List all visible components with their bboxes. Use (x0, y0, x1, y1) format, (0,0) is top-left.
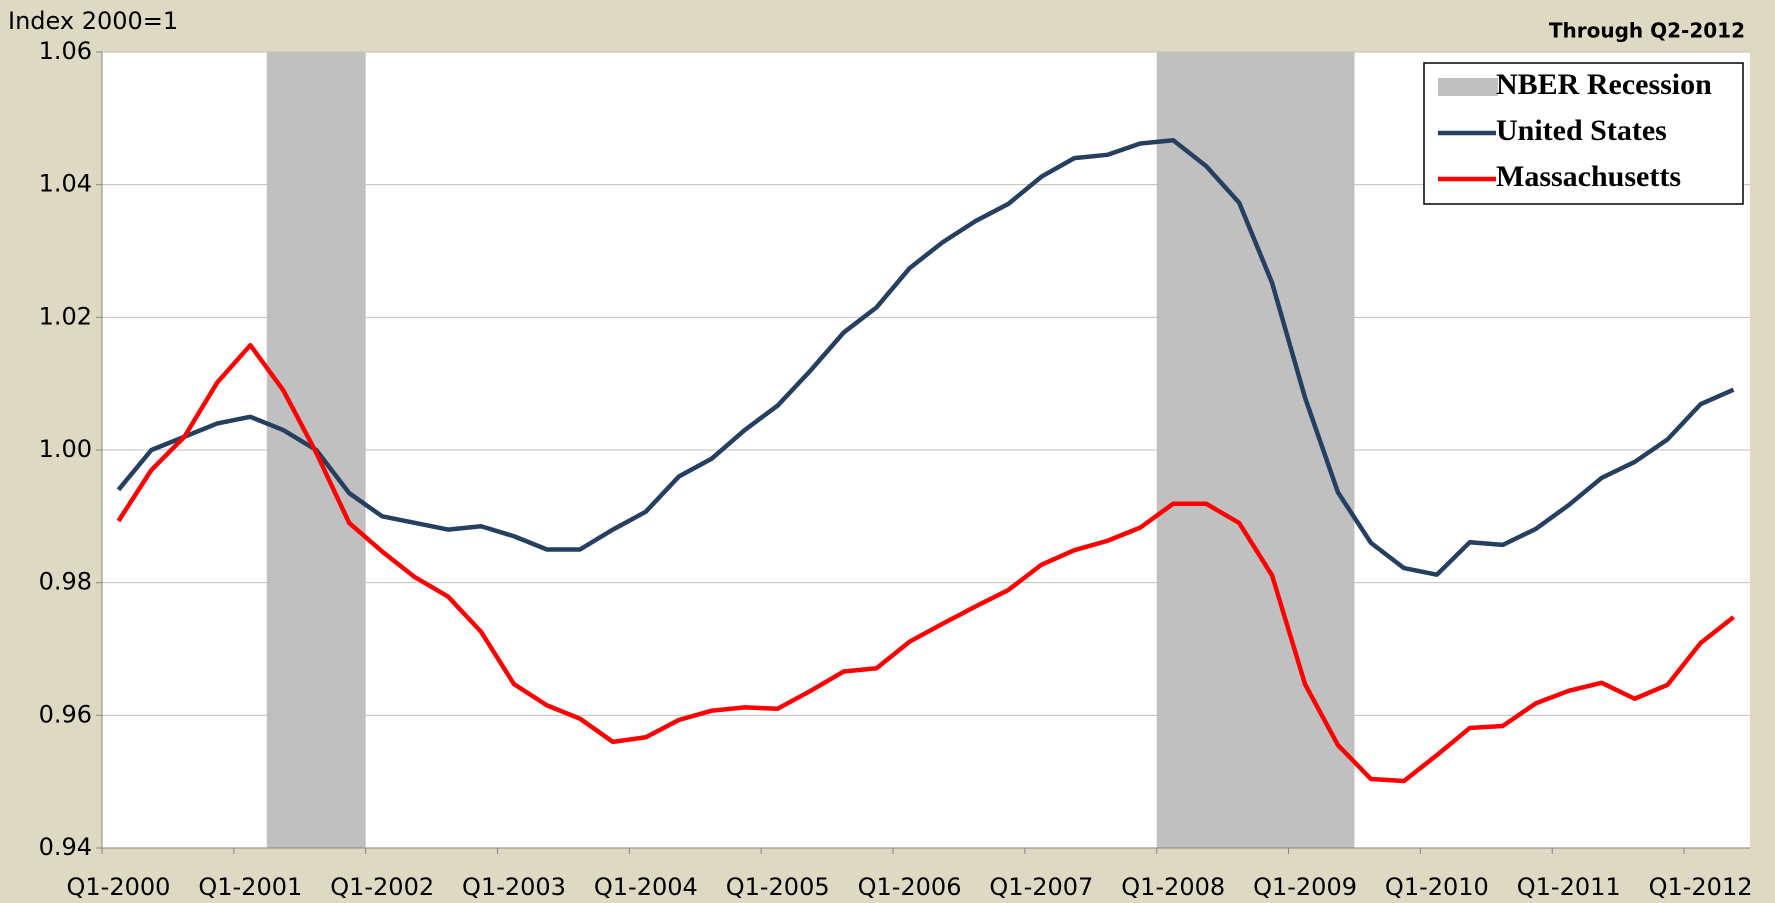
x-tick-label: Q1-2005 (726, 873, 830, 901)
x-tick-label: Q1-2002 (330, 873, 434, 901)
y-tick-label: 0.98 (39, 568, 92, 596)
x-tick-label: Q1-2000 (67, 873, 171, 901)
legend-label: Massachusetts (1496, 160, 1681, 193)
legend-label: NBER Recession (1496, 68, 1712, 101)
y-tick-label: 1.04 (39, 170, 92, 198)
y-tick-label: 1.00 (39, 435, 92, 463)
legend-label: United States (1496, 114, 1667, 147)
x-tick-label: Q1-2006 (858, 873, 962, 901)
x-tick-label: Q1-2008 (1121, 873, 1225, 901)
y-tick-label: 1.02 (39, 302, 92, 330)
y-tick-label: 1.06 (39, 37, 92, 65)
x-tick-label: Q1-2003 (462, 873, 566, 901)
x-tick-label: Q1-2012 (1649, 873, 1753, 901)
legend-swatch (1438, 78, 1498, 96)
series-line (116, 137, 1735, 577)
y-tick-label: 0.94 (39, 833, 92, 861)
annotation: Through Q2-2012 (1549, 19, 1745, 43)
x-tick-label: Q1-2001 (198, 873, 302, 901)
y-axis-label: Index 2000=1 (8, 7, 178, 35)
x-tick-label: Q1-2011 (1517, 873, 1621, 901)
x-tick-label: Q1-2010 (1385, 873, 1489, 901)
x-tick-label: Q1-2004 (594, 873, 698, 901)
y-tick-label: 0.96 (39, 700, 92, 728)
series-line (116, 342, 1735, 784)
x-tick-label: Q1-2007 (989, 873, 1093, 901)
x-tick-label: Q1-2009 (1253, 873, 1357, 901)
